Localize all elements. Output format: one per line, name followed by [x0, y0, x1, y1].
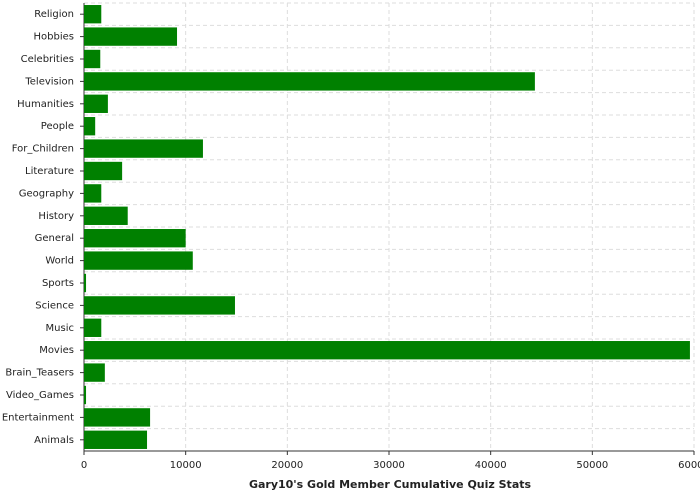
bar: [84, 251, 193, 270]
y-tick-label: Geography: [19, 188, 74, 199]
bar: [84, 72, 535, 91]
x-tick-label: 10000: [170, 460, 202, 471]
y-tick-label: Celebrities: [21, 54, 74, 65]
bar: [84, 117, 96, 136]
y-tick-label: Animals: [34, 435, 74, 446]
y-tick-label: World: [45, 256, 74, 267]
y-tick-label: General: [35, 233, 74, 244]
y-tick-label: Sports: [42, 278, 74, 289]
y-tick-label: Video_Games: [6, 390, 74, 401]
bar: [84, 229, 186, 248]
y-tick-label: Movies: [39, 345, 74, 356]
bar: [84, 408, 151, 427]
x-tick-label: 0: [81, 460, 87, 471]
y-tick-label: Science: [35, 300, 74, 311]
y-tick-label: Television: [24, 76, 74, 87]
bar: [84, 5, 102, 24]
bar: [84, 385, 87, 405]
bar: [84, 49, 101, 69]
x-tick-label: 40000: [475, 460, 507, 471]
bar: [84, 184, 102, 203]
x-tick-label: 50000: [576, 460, 608, 471]
bar: [84, 363, 105, 382]
y-tick-label: Brain_Teasers: [5, 368, 74, 379]
bar: [84, 161, 123, 181]
bar: [84, 296, 235, 315]
bar: [84, 206, 128, 225]
y-tick-label: Literature: [25, 166, 74, 177]
bar: [84, 318, 102, 337]
y-tick-label: For_Children: [12, 144, 74, 155]
y-tick-label: Humanities: [17, 99, 74, 110]
bar: [84, 27, 178, 46]
bar: [84, 341, 690, 360]
y-tick-label: Entertainment: [2, 412, 74, 423]
y-tick-label: Religion: [34, 9, 74, 20]
x-tick-label: 60000: [678, 460, 700, 471]
bar: [84, 430, 148, 449]
chart-title: Gary10's Gold Member Cumulative Quiz Sta…: [249, 478, 532, 491]
x-tick-label: 20000: [271, 460, 303, 471]
y-tick-label: People: [41, 121, 74, 132]
bar: [84, 273, 87, 293]
y-tick-label: Hobbies: [34, 32, 74, 43]
x-tick-label: 30000: [373, 460, 405, 471]
bar: [84, 94, 108, 113]
y-tick-label: History: [38, 211, 74, 222]
bar: [84, 139, 203, 158]
y-tick-label: Music: [46, 323, 74, 334]
